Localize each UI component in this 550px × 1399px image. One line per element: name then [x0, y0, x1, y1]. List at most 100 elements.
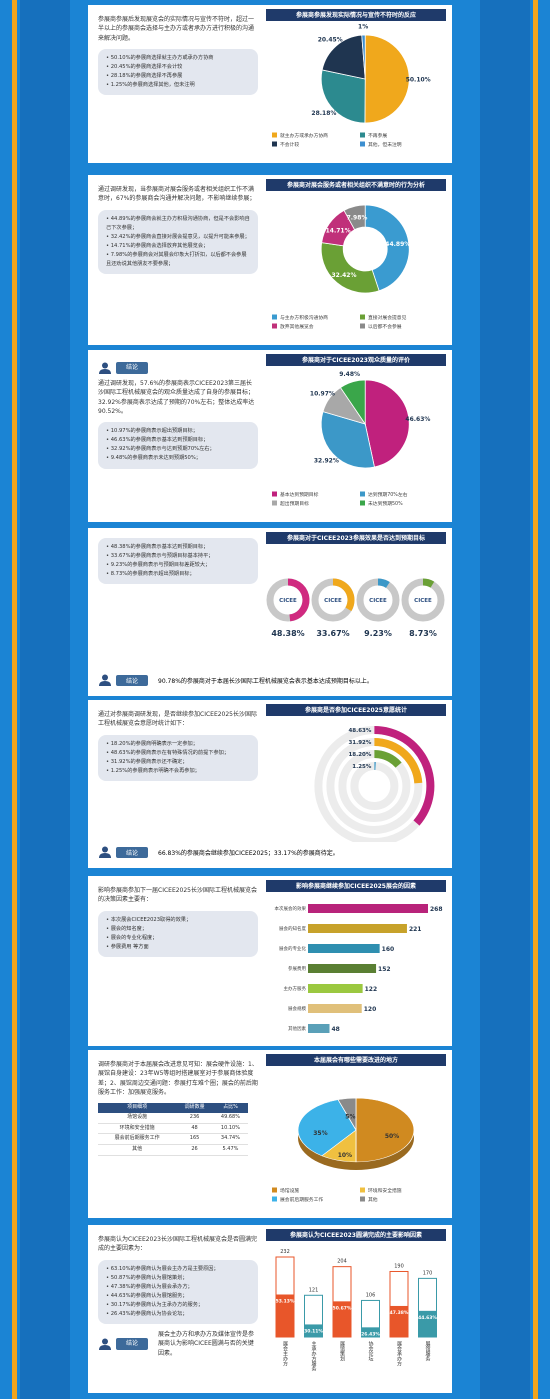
legend-label: 与主办方积极沟通协商: [280, 314, 328, 321]
value-label: 50.10%: [406, 77, 431, 84]
chart-title: 参展商对于CICEE2023参展效果是否达到预期目标: [286, 534, 425, 542]
gauge-arc: [288, 578, 310, 622]
gauge-logo: CICEE: [324, 598, 342, 604]
pie-slice: [320, 69, 366, 124]
bar: [308, 944, 380, 953]
chart-title-bar: [266, 880, 446, 892]
value-label: 221: [409, 926, 422, 933]
category-label: 主办方服务: [284, 985, 307, 992]
legend-swatch: [272, 141, 277, 147]
category-label: 其他因素: [288, 1025, 306, 1032]
panel: 影响参展商参加下一届CICEE2025长沙国际工程机械展览会的决策因素主要有： 本…: [88, 876, 452, 1046]
bullet: 26.43%的参展商认为协会论坛；: [106, 1310, 250, 1319]
chart-title-bar: [266, 704, 446, 716]
panel: 参展商认为CICEE2023长沙国际工程机械展览会是否圆满完成的主要因素为： 63…: [88, 1225, 452, 1393]
chart-title: 本届展会有哪些需要改进的地方: [314, 1056, 398, 1064]
legend-label: 不再参展: [368, 132, 387, 139]
bullet: 32.42%的参展商会直接对展会提意见，以提升可能来参展；: [106, 233, 250, 242]
legend-label: 基本达到预期目标: [280, 491, 319, 498]
value-label: 1.25%: [352, 764, 372, 770]
icon-body: [99, 853, 111, 858]
legend-swatch: [360, 491, 365, 497]
bg-shade: [480, 0, 530, 1399]
chart-title-bar: [266, 179, 446, 191]
badge: 结论: [98, 362, 258, 374]
gauge-logo: CICEE: [369, 598, 387, 604]
gauge-logo: CICEE: [414, 598, 432, 604]
column-share: [361, 1327, 380, 1337]
chart: 参展商对于CICEE2023观众质量的评价 46.63% 32.92% 10.97% 9…: [266, 354, 446, 507]
value-label: 120: [364, 1006, 377, 1013]
legend-label: 放弃其他展览会: [280, 323, 314, 330]
table-row: 环境和安全措施 48 10.10%: [98, 1123, 248, 1135]
chart-title-bar: [266, 9, 446, 21]
value-label: 10.97%: [310, 390, 335, 397]
value-label: 9.48%: [339, 371, 360, 378]
gauge-arc: [423, 578, 435, 588]
bullet-box: 本次展会CICEE2023取得的效果；展会的知名度；展会的专业化程度；参展费用 …: [98, 910, 258, 957]
bullet: 47.38%的参展商认为展会承办方；: [106, 1283, 250, 1292]
legend-label: 未达到预期50%: [368, 500, 403, 507]
gauge-arc: [378, 578, 390, 588]
bullet: 30.17%的参展商认为主承办方的服务；: [106, 1301, 250, 1310]
chart-title-bar: [266, 1054, 446, 1066]
legend-label: 其他: [368, 1196, 378, 1203]
chart-title: 参展商参展发现实际情况与宣传不符时的反应: [295, 11, 416, 19]
bullet: 1.25%的参展商表示明确不会再参加；: [106, 767, 250, 776]
bullet: 50.87%的参展商认为展馆策划；: [106, 1274, 250, 1283]
legend-label: 就主办方或承办方协商: [280, 132, 328, 139]
table-row: 场馆设施 236 49.68%: [98, 1112, 248, 1124]
legend-swatch: [360, 1196, 365, 1202]
table-cell: 展会前后期服务工作: [98, 1133, 177, 1146]
value-label: 48: [331, 1026, 339, 1033]
category-label: 参展费用: [288, 965, 306, 972]
pie-slice: [321, 34, 366, 80]
conclusion-text: 展会主办方和承办方及媒体宣传是参展商认为影响CICEE圆满与否的关键因素。: [158, 1331, 255, 1357]
conclusion: 结论 66.83%的参展商会继续参加CICEE2025；33.17%的参展商待定。: [98, 846, 442, 858]
category-label: 协会论坛: [368, 1340, 374, 1362]
ring-arc: [374, 738, 423, 784]
bullet: 31.92%的参展商表示还不确定；: [106, 758, 250, 767]
bullet: 1.25%的参展商选择其他，但未注明: [106, 81, 250, 90]
column-share: [418, 1310, 437, 1337]
category-label: 展会规模: [288, 1005, 306, 1012]
bullet: 18.20%的参展商明确表示一定参加；: [106, 740, 250, 749]
value-label: 18.20%: [348, 752, 371, 758]
value-label: 14.71%: [326, 228, 351, 235]
pie-group: [297, 1097, 415, 1163]
value-label: 20.45%: [318, 37, 343, 44]
pie-slice: [364, 34, 410, 124]
bullet-box: 63.10%的参展商认为展会主办方是主要原因；50.87%的参展商认为展馆策划；…: [98, 1259, 258, 1325]
text-column: 通过调研发现，当参展商对展会服务或者相关组织工作不满意时，67%的参展商会沟通并…: [98, 185, 258, 275]
legend-label: 超出预期目标: [280, 500, 309, 507]
value-label: 204: [337, 1259, 347, 1265]
value-label: 31.92%: [348, 740, 371, 746]
value-label: 122: [365, 986, 378, 993]
share-label: 30.11%: [304, 1328, 323, 1334]
icon-head: [102, 1338, 108, 1345]
share-label: 26.43%: [361, 1331, 380, 1337]
badge-label: 结论: [116, 362, 149, 374]
chart: 参展商是否参加CICEE2025意愿统计 48.63% 31.92% 18.20% 1.…: [266, 704, 446, 842]
conclusion: 结论 90.78%的参展商对于本届长沙国际工程机械展览会表示基本达成预期目标以上。: [98, 674, 442, 686]
value-label: 7.98%: [347, 215, 368, 222]
conclusion-text: 66.83%的参展商会继续参加CICEE2025；33.17%的参展商待定。: [158, 849, 339, 857]
value-label: 44.89%: [385, 241, 410, 248]
legend-swatch: [272, 491, 277, 497]
pie-slice: [355, 1097, 415, 1163]
legend-label: 其他，但未注明: [368, 141, 402, 148]
table-cell: 49.68%: [212, 1112, 248, 1124]
bullet: 48.63%的参展商表示在有特殊情况的前提下参加；: [106, 749, 250, 758]
bullet: 7.98%的参展商会对其展会印象大打折扣，以后都不会参展且还劝说其他朋友不要参展…: [106, 251, 250, 269]
badge-label: 结论: [116, 674, 149, 686]
person-icon: [99, 846, 111, 858]
category-label: 本次展会的效果: [275, 905, 307, 912]
bullet: 展会的知名度；: [106, 925, 250, 934]
legend-swatch: [272, 323, 277, 329]
pie-slice: [337, 1097, 357, 1131]
gauge-logo: CICEE: [279, 598, 297, 604]
legend-label: 场馆设施: [280, 1187, 299, 1194]
header-cell: 占比%: [212, 1103, 248, 1113]
legend-swatch: [272, 1187, 277, 1193]
